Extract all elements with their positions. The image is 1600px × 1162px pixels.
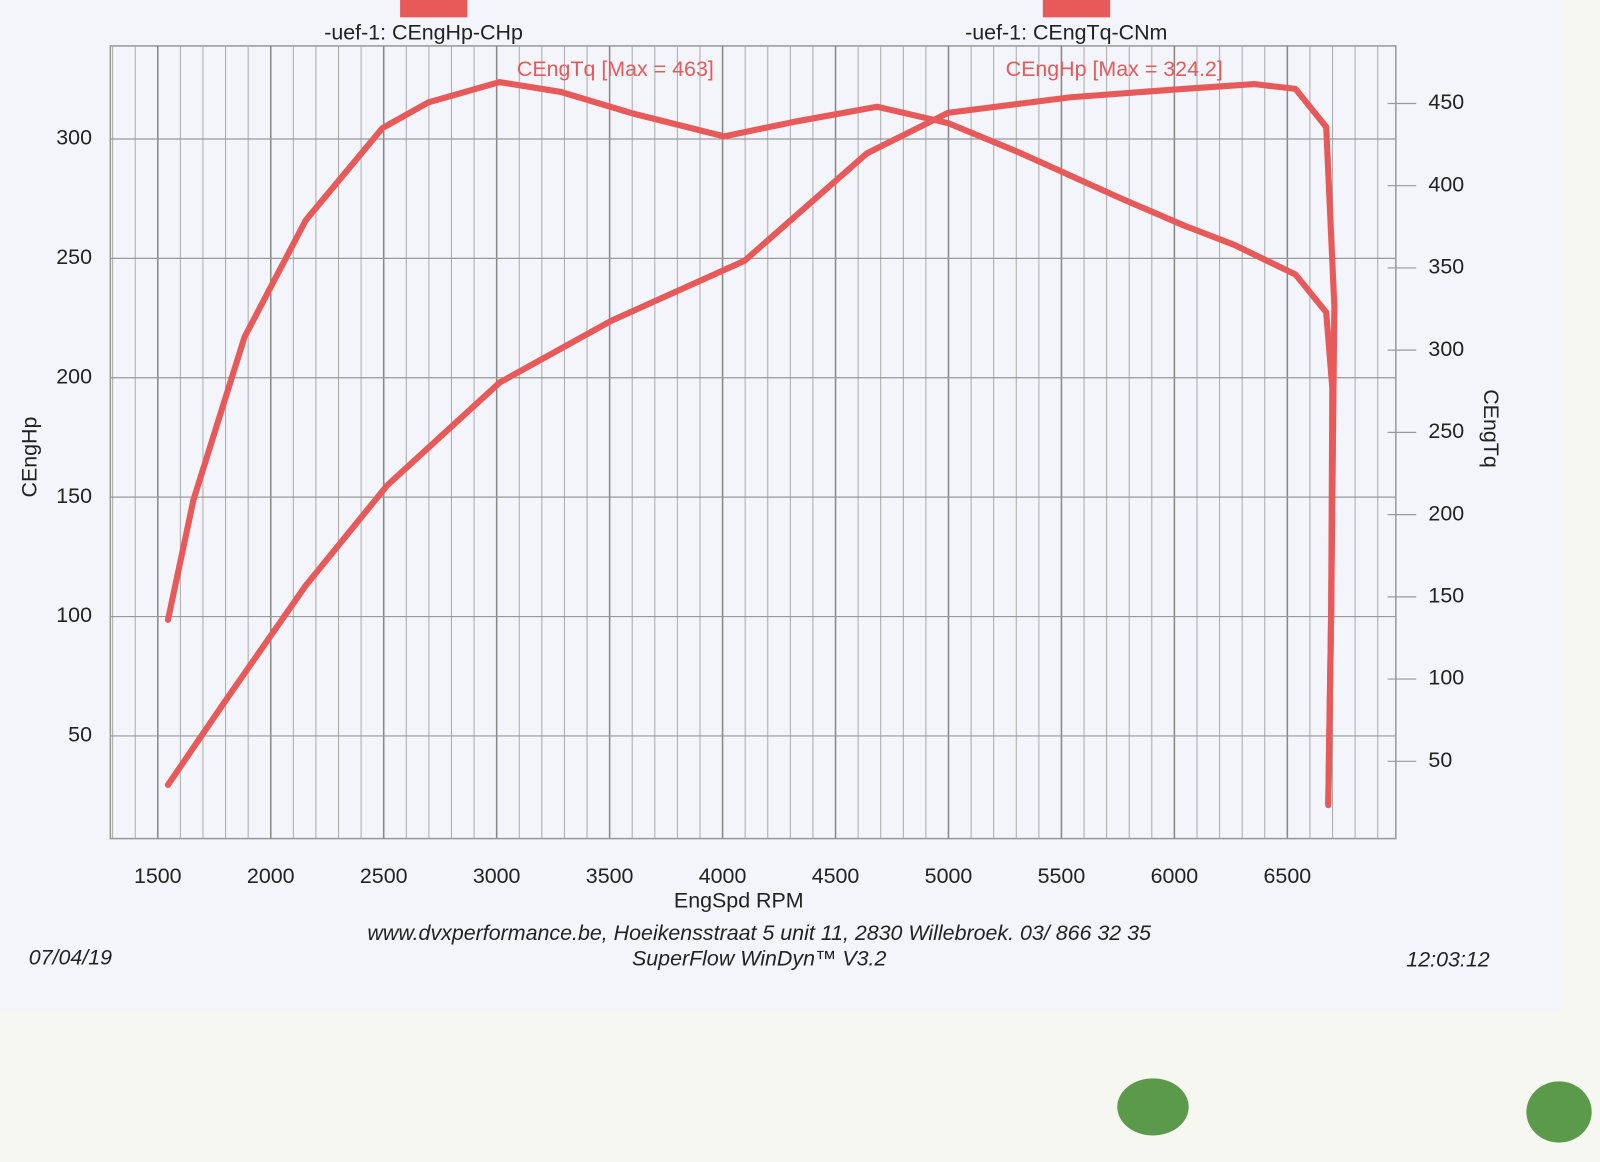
paper	[0, 0, 1561, 1010]
legend-swatch	[1042, 0, 1111, 18]
y2-tick-label: 50	[1428, 748, 1452, 772]
annotation: CEngHp [Max = 324.2]	[1006, 57, 1223, 81]
series-line	[164, 79, 1336, 808]
y2-tick-label: 200	[1428, 501, 1464, 525]
x-tick-label: 4000	[699, 864, 747, 888]
x-tick-label: 5000	[925, 864, 973, 888]
x-tick-label: 6000	[1151, 864, 1199, 888]
annotation: CEngTq [Max = 463]	[517, 57, 714, 81]
logo-shape	[1117, 1078, 1189, 1136]
y2-tick-label: 100	[1428, 666, 1464, 690]
legend-label: -uef-1: CEngHp-CHp	[324, 20, 523, 44]
x-tick-label: 1500	[134, 864, 182, 888]
y2-tick-label: 250	[1428, 419, 1464, 443]
x-tick-label: 6500	[1264, 864, 1312, 888]
y2-tick-label: 350	[1428, 255, 1464, 279]
plot-frame	[109, 45, 1397, 840]
y2-tick-label: 400	[1428, 172, 1464, 196]
time: 12:03:12	[1406, 948, 1489, 972]
x-tick-label: 3000	[473, 864, 521, 888]
footer-line: SuperFlow WinDyn™ V3.2	[632, 947, 886, 971]
y-tick-label: 300	[56, 126, 92, 150]
footer-line: www.dvxperformance.be, Hoeikensstraat 5 …	[367, 921, 1151, 945]
x-tick-label: 3500	[586, 864, 634, 888]
y-tick-label: 200	[56, 364, 92, 388]
y-axis-title: CEngHp	[17, 417, 41, 498]
x-axis-title: EngSpd RPM	[674, 889, 804, 913]
y2-tick-label: 150	[1428, 584, 1464, 608]
y2-tick-label: 300	[1428, 337, 1464, 361]
series-line	[164, 81, 1338, 809]
x-tick-label: 4500	[812, 864, 860, 888]
x-tick-label: 5500	[1038, 864, 1086, 888]
y-tick-label: 150	[56, 484, 92, 508]
logo	[1117, 1078, 1592, 1143]
y-tick-label: 50	[68, 723, 92, 747]
legend-swatch	[400, 0, 468, 18]
date: 07/04/19	[29, 946, 112, 970]
y-tick-label: 100	[56, 603, 92, 627]
y2-axis-title: CEngTq	[1479, 389, 1503, 468]
y2-tick-label: 450	[1428, 90, 1464, 114]
legend-label: -uef-1: CEngTq-CNm	[965, 20, 1167, 44]
x-tick-label: 2000	[247, 864, 295, 888]
logo-shape	[1526, 1081, 1592, 1143]
x-tick-label: 2500	[360, 864, 408, 888]
y-tick-label: 250	[56, 245, 92, 269]
